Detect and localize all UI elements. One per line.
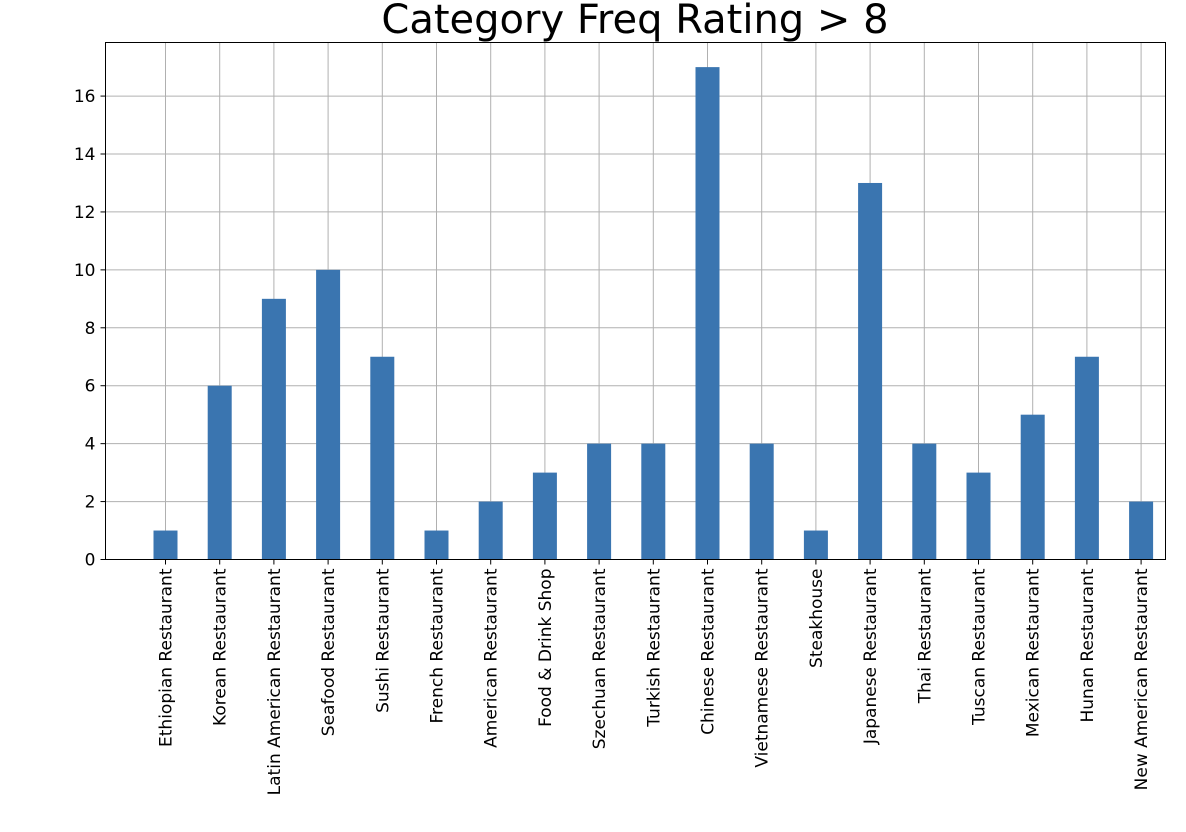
y-tick-label: 12	[74, 203, 96, 223]
bar	[1129, 501, 1154, 560]
x-tick-label: Ethiopian Restaurant	[157, 568, 177, 747]
x-tick-label: Vietnamese Restaurant	[753, 568, 773, 767]
bar	[1020, 414, 1045, 560]
bar	[803, 530, 828, 560]
x-tick-label: Sushi Restaurant	[373, 568, 393, 713]
x-tick-label: Szechuan Restaurant	[590, 568, 610, 749]
bar	[261, 298, 286, 560]
bar	[641, 443, 666, 560]
y-tick-label: 2	[85, 493, 96, 513]
bar	[207, 385, 232, 560]
x-tick-label: Korean Restaurant	[211, 568, 231, 726]
bar	[478, 501, 503, 560]
x-tick-label: Mexican Restaurant	[1024, 568, 1044, 737]
bar	[424, 530, 449, 560]
x-tick-label: Tuscan Restaurant	[970, 568, 990, 726]
x-tick-label: Chinese Restaurant	[699, 568, 719, 735]
bar	[587, 443, 612, 560]
bar	[153, 530, 178, 560]
bar	[695, 67, 720, 560]
y-tick-label: 8	[85, 319, 96, 339]
bar	[912, 443, 937, 560]
bar	[858, 182, 883, 560]
x-tick-label: Hunan Restaurant	[1078, 568, 1098, 722]
y-tick-label: 14	[74, 145, 96, 165]
bar	[370, 356, 395, 560]
axes: Ethiopian Restaurant Korean Restaurant Lat…	[74, 87, 1152, 795]
x-tick-label: Steakhouse	[807, 569, 827, 668]
x-tick-label: Food & Drink Shop	[536, 569, 556, 727]
x-tick-label: Seafood Restaurant	[319, 568, 339, 736]
x-tick-label: Thai Restaurant	[915, 568, 935, 704]
bar	[532, 472, 557, 560]
bar	[316, 269, 341, 560]
y-tick-label: 16	[74, 87, 96, 107]
bar	[749, 443, 774, 560]
x-tick-label: Latin American Restaurant	[265, 568, 285, 795]
x-tick-label: New American Restaurant	[1132, 568, 1152, 790]
y-tick-label: 10	[74, 261, 96, 281]
x-tick-label: Turkish Restaurant	[644, 568, 664, 728]
y-tick-label: 0	[85, 551, 96, 571]
x-tick-label: French Restaurant	[428, 568, 448, 723]
y-tick-label: 6	[85, 377, 96, 397]
bars	[153, 67, 1154, 560]
y-tick-label: 4	[85, 435, 96, 455]
bar	[966, 472, 991, 560]
plot-frame	[105, 42, 1166, 560]
bar	[1074, 356, 1099, 560]
chart-title: Category Freq Rating > 8	[381, 0, 888, 43]
x-tick-label: American Restaurant	[482, 568, 502, 748]
x-tick-label: Japanese Restaurant	[861, 568, 881, 745]
